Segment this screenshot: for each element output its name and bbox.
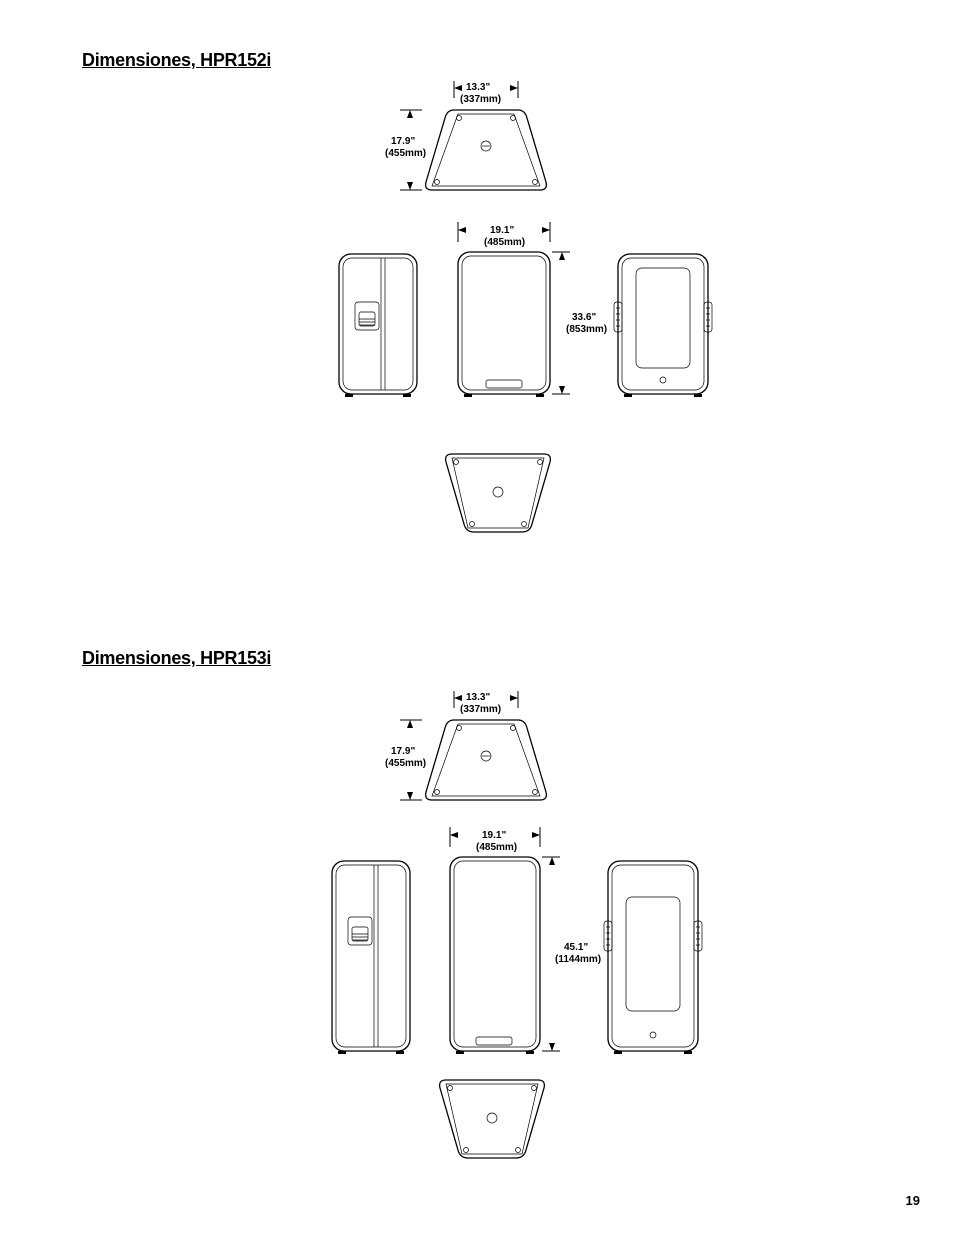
hpr153i-front-view	[600, 857, 706, 1055]
hpr153i-back-view	[432, 823, 572, 1057]
hpr152i-top-height-in: 17.9"	[391, 136, 415, 149]
hpr152i-back-height-mm: (853mm)	[566, 324, 607, 337]
hpr153i-bottom-view	[430, 1076, 554, 1162]
section-title-hpr152i: Dimensiones, HPR152i	[82, 50, 271, 71]
hpr153i-top-height-in: 17.9"	[391, 746, 415, 759]
hpr152i-back-width-mm: (485mm)	[484, 237, 525, 250]
page-number: 19	[906, 1193, 920, 1208]
hpr153i-back-height-mm: (1144mm)	[555, 954, 601, 967]
hpr153i-side-view	[326, 857, 416, 1055]
hpr153i-back-width-mm: (485mm)	[476, 842, 517, 855]
hpr153i-top-width-mm: (337mm)	[460, 704, 501, 717]
hpr153i-top-height-mm: (455mm)	[385, 758, 426, 771]
hpr152i-front-view	[610, 250, 716, 398]
hpr153i-back-height-in: 45.1"	[564, 942, 588, 955]
hpr153i-back-width-in: 19.1"	[482, 830, 506, 843]
hpr152i-top-width-in: 13.3"	[466, 82, 490, 95]
hpr152i-back-width-in: 19.1"	[490, 225, 514, 238]
section-title-hpr153i: Dimensiones, HPR153i	[82, 648, 271, 669]
hpr153i-top-width-in: 13.3"	[466, 692, 490, 705]
hpr152i-top-height-mm: (455mm)	[385, 148, 426, 161]
hpr152i-bottom-view	[436, 450, 560, 536]
hpr152i-top-width-mm: (337mm)	[460, 94, 501, 107]
hpr152i-side-view	[333, 250, 423, 398]
hpr152i-back-height-in: 33.6"	[572, 312, 596, 325]
